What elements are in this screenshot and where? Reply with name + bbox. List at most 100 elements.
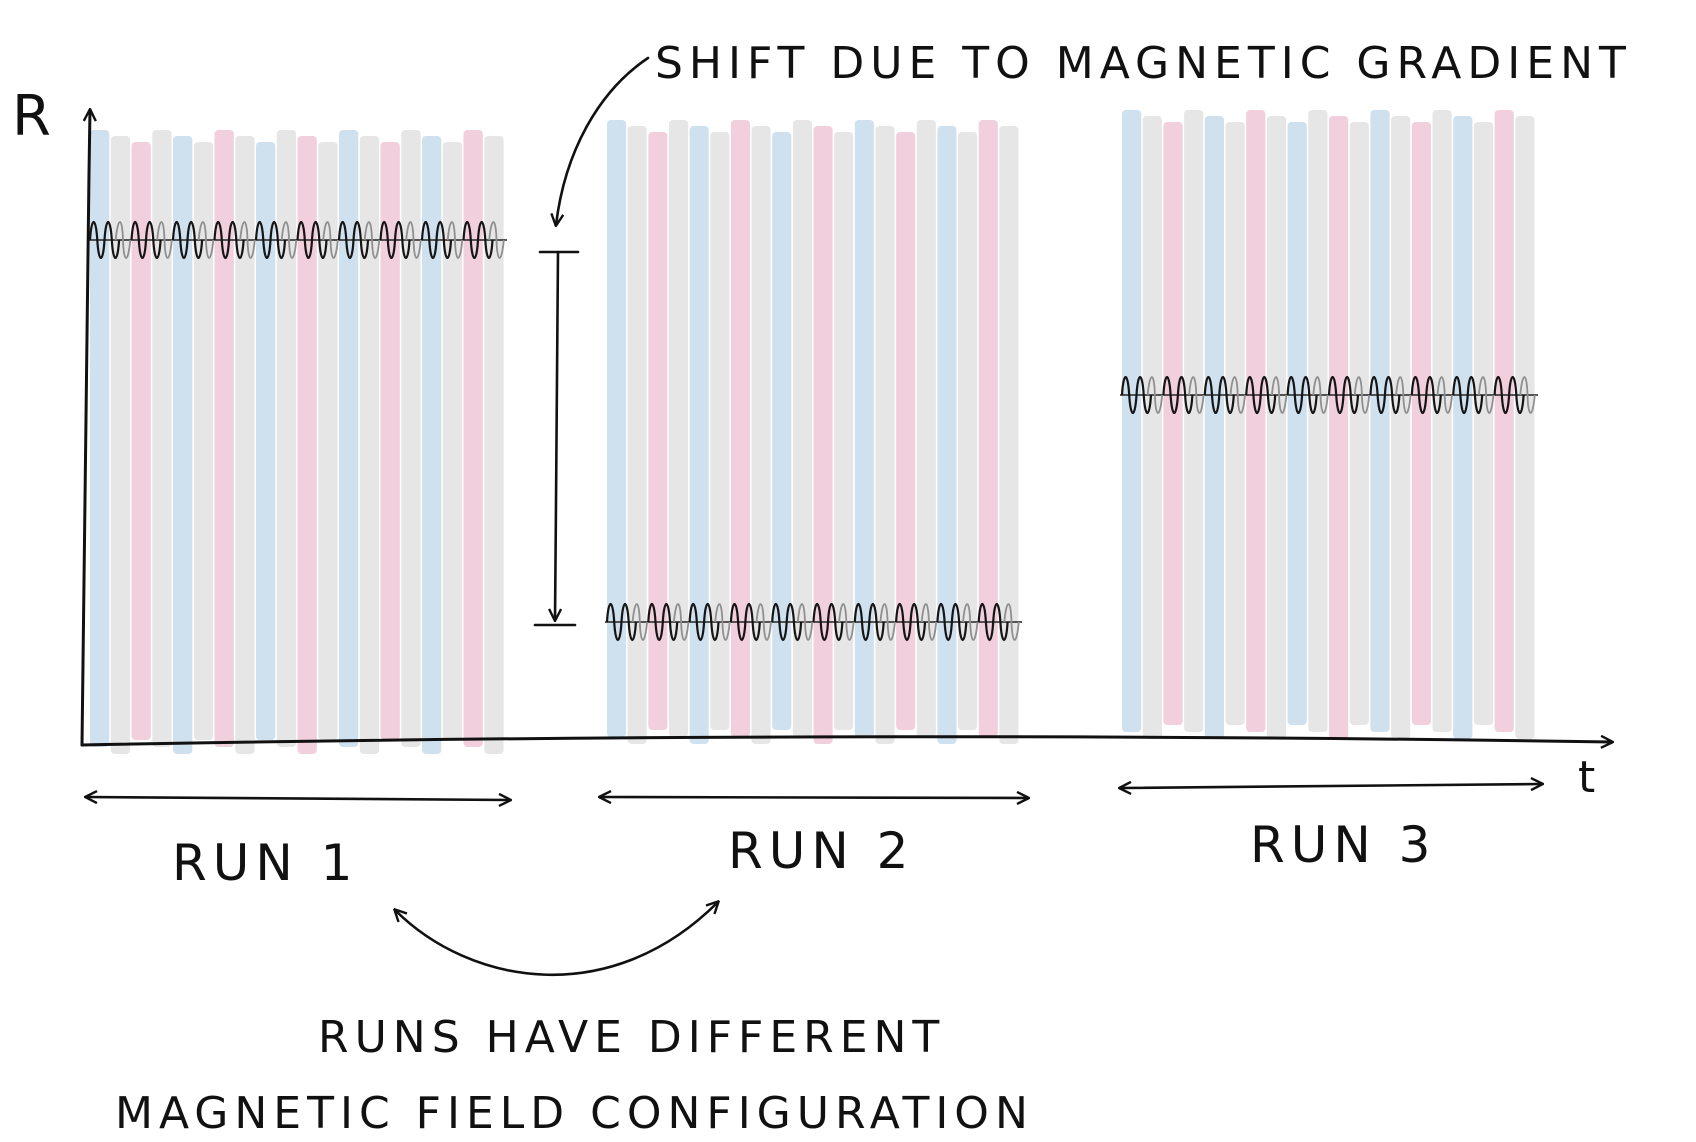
run-2-stripe xyxy=(772,132,792,730)
run-3-stripe xyxy=(1287,122,1307,725)
run-3-stripe xyxy=(1515,116,1535,739)
run-3-signal-burst xyxy=(1327,375,1360,415)
run-2-signal-ghost xyxy=(879,603,896,641)
run-3-stripe xyxy=(1329,116,1349,739)
run-1-stripe xyxy=(380,142,400,740)
run-1-stripe xyxy=(214,130,234,747)
run-3-signal-burst xyxy=(1452,375,1484,415)
run-3-stripe xyxy=(1473,122,1494,725)
run-1-stripe xyxy=(235,136,255,754)
run-3-signal-burst xyxy=(1369,375,1401,415)
run-2-signal-ghost xyxy=(796,603,814,641)
run-2-label: RUN 2 xyxy=(728,822,914,880)
run-3-signal-burst xyxy=(1286,375,1318,415)
run-1-signal-burst xyxy=(379,220,411,260)
run-1-stripe xyxy=(422,136,442,754)
run-3-signal xyxy=(1120,375,1538,415)
run-1-signal-burst xyxy=(462,220,494,260)
run-2-stripe xyxy=(689,126,709,744)
run-2-signal-burst xyxy=(895,602,927,642)
run-1-stripe xyxy=(484,136,504,754)
run-2-stripe xyxy=(999,126,1019,744)
run-3-signal-ghost xyxy=(1519,376,1536,414)
run-1-stripe xyxy=(256,142,276,740)
run-2-stripe xyxy=(813,126,833,744)
run-1-signal-ghost xyxy=(239,221,256,259)
run-1-stripe xyxy=(442,142,463,740)
run-3-stripe xyxy=(1453,116,1473,739)
run-2-stripe xyxy=(648,132,668,730)
run-3-span-arrow xyxy=(1120,784,1542,788)
run-3-signal-burst xyxy=(1162,375,1194,415)
run-2-stripe xyxy=(792,120,812,737)
shift-annotation: SHIFT DUE TO MAGNETIC GRADIENT xyxy=(655,38,1632,89)
shift-bracket xyxy=(533,250,580,627)
run-1-stripe xyxy=(90,130,110,747)
run-2-stripe xyxy=(978,120,998,737)
run-2-stripe xyxy=(627,126,647,744)
run-2-signal-burst xyxy=(812,602,844,642)
run-2-signal-burst xyxy=(605,602,637,642)
run-2-signal-ghost xyxy=(673,603,690,641)
run-1-signal-burst xyxy=(420,220,453,260)
run-3-signal-ghost xyxy=(1395,376,1412,414)
run-2-stripe xyxy=(730,120,750,737)
run-3-stripe xyxy=(1432,110,1452,732)
run-3-signal-ghost xyxy=(1312,376,1329,414)
run-1-stripe xyxy=(463,130,483,747)
run-2-signal-ghost xyxy=(838,603,855,641)
run-2-signal-burst xyxy=(688,602,720,642)
run-1-stripe xyxy=(359,136,380,754)
run-2-signal-burst xyxy=(647,602,679,642)
run-2-signal-ghost xyxy=(920,603,938,641)
runs-differ-line-1: RUNS HAVE DIFFERENT xyxy=(318,1012,945,1063)
y-axis-label: R xyxy=(12,84,57,149)
runs-differ-line-2: MAGNETIC FIELD CONFIGURATION xyxy=(115,1088,1034,1139)
run-2-span-arrow xyxy=(600,797,1028,798)
run-1-signal-burst xyxy=(337,220,370,260)
run-2-stripe xyxy=(607,120,627,737)
run-3-signal-ghost xyxy=(1146,376,1164,414)
run-1-stripe xyxy=(297,136,317,754)
run-3-signal-ghost xyxy=(1271,376,1288,414)
run-2-stripe xyxy=(896,132,916,730)
run-2-signal-burst xyxy=(729,602,761,642)
run-2-stripe xyxy=(958,132,978,730)
run-1-stripe xyxy=(173,136,193,754)
run-2-signal-ghost xyxy=(1003,603,1020,641)
run-1-label: RUN 1 xyxy=(172,834,358,892)
run-3-stripe xyxy=(1122,110,1142,732)
run-2-signal-ghost xyxy=(755,603,772,641)
run-1-signal-ghost xyxy=(405,221,422,259)
run-2-signal xyxy=(605,602,1022,642)
run-2-signal-burst xyxy=(771,602,803,642)
run-1-stripe xyxy=(152,130,172,747)
run-3-stripe xyxy=(1204,116,1224,739)
run-1-signal-burst xyxy=(130,220,162,260)
run-3-signal-ghost xyxy=(1353,376,1371,414)
run-1-signal-burst xyxy=(254,220,287,260)
run-2-stripe xyxy=(834,132,854,730)
run-3-stripe xyxy=(1246,110,1266,732)
run-3-stripe xyxy=(1184,110,1204,732)
run-2-signal-ghost xyxy=(714,603,731,641)
run-2-signal-ghost xyxy=(962,603,979,641)
run-3-label: RUN 3 xyxy=(1250,816,1436,874)
run-1-signal-burst xyxy=(88,220,121,260)
run-1-signal-ghost xyxy=(197,221,215,259)
run-1-stripe xyxy=(276,130,297,747)
run-3-stripe xyxy=(1391,116,1411,739)
run-3-stripe xyxy=(1266,116,1287,739)
run-1-stripe xyxy=(110,136,131,754)
run-1-stripe xyxy=(401,130,421,747)
run-1-signal-burst xyxy=(171,220,204,260)
run-3-signal-ghost xyxy=(1478,376,1495,414)
run-3-signal-burst xyxy=(1203,375,1235,415)
runs-differ-arrow xyxy=(395,902,718,977)
run-2-stripe xyxy=(916,120,936,737)
run-3-signal-ghost xyxy=(1436,376,1453,414)
run-2-stripes xyxy=(607,120,1019,744)
run-2-signal-burst xyxy=(853,602,885,642)
run-3-stripes xyxy=(1122,110,1535,739)
